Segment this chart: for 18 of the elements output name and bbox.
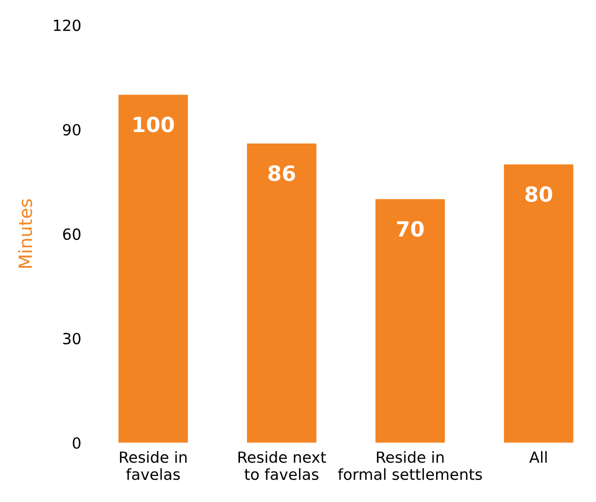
- y-tick-label: 90: [62, 124, 80, 136]
- x-tick-label: Reside in formal settlements: [338, 451, 482, 480]
- x-tick-label: Reside in favelas: [120, 451, 187, 480]
- y-tick-label: 60: [63, 228, 80, 240]
- y-tick-label: 120: [54, 20, 80, 32]
- bar: [118, 94, 188, 443]
- y-tick-label: 0: [72, 437, 80, 449]
- data-label: 80: [525, 186, 552, 202]
- y-axis-title: Minutes: [18, 199, 32, 268]
- bar: [246, 143, 316, 443]
- data-label: 86: [268, 165, 296, 182]
- y-tick-label: 30: [63, 332, 80, 344]
- data-label: 70: [397, 221, 424, 237]
- x-tick-label: Reside next to favelas: [238, 451, 326, 480]
- bar: [375, 199, 445, 443]
- bar: [504, 164, 574, 443]
- x-tick-label: All: [529, 451, 547, 463]
- data-label: 100: [134, 116, 174, 132]
